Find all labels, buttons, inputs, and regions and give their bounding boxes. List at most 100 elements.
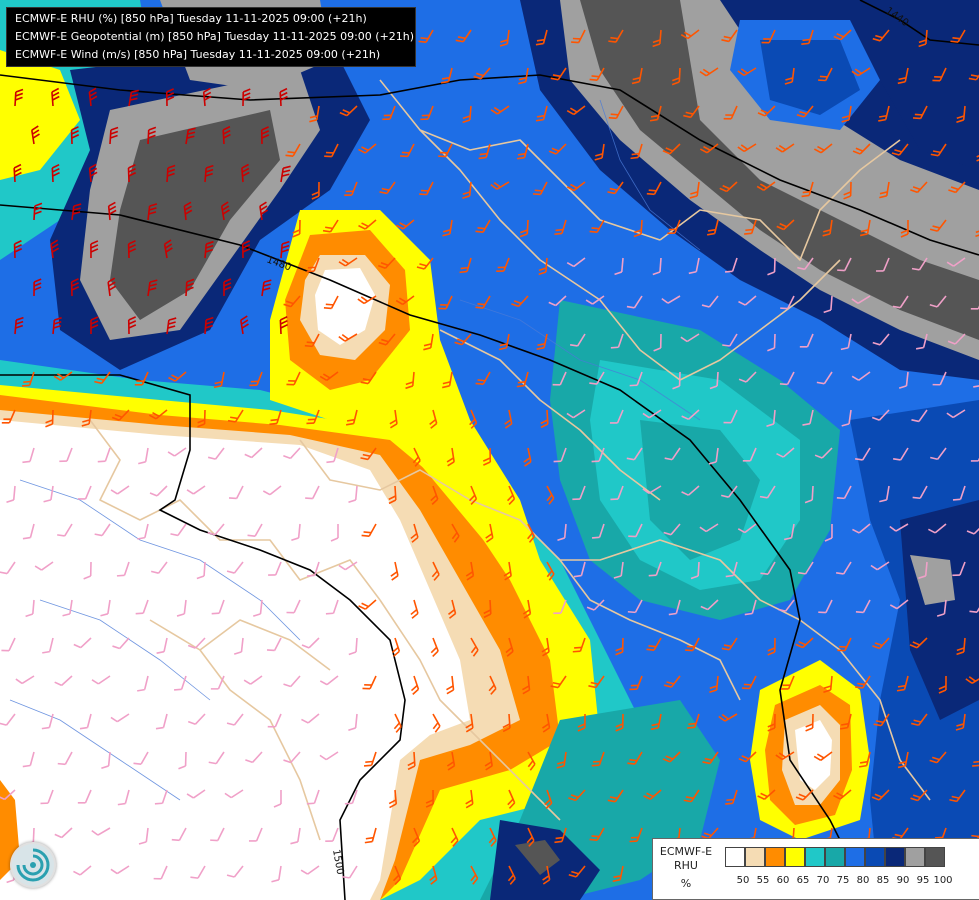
wind-barb [269,409,282,426]
wind-barb [147,279,158,297]
wind-barb [97,447,111,463]
wind-barb [663,675,681,688]
wind-barb [783,523,795,541]
wind-barb [485,523,494,543]
rhu-field-white-tongue [315,268,375,345]
wind-barb [138,447,149,465]
wind-barb [307,561,320,577]
wind-barb [889,523,909,532]
wind-barb [709,675,719,694]
wind-barb [859,751,871,768]
wind-barb [319,675,339,686]
wind-barb [757,789,776,800]
wind-barb [540,409,549,429]
wind-barb [566,105,586,116]
wind-barb [364,827,377,844]
wind-barb [893,447,909,461]
wind-barb [228,485,244,500]
wind-barb [51,163,60,183]
wind-barb [626,447,643,461]
wind-barb [210,675,225,690]
wind-barb [240,315,249,335]
wind-barb [127,316,137,335]
wind-barb [688,257,700,275]
wind-barb [455,29,472,43]
wind-barb [57,523,73,537]
wind-barb [548,295,567,307]
wind-barb [855,599,871,614]
wind-barb [13,240,23,259]
wind-barb [709,371,719,390]
wind-barb [546,561,555,581]
wind-barb [571,29,586,44]
wind-barb [615,637,624,656]
wind-barb [496,257,510,273]
wind-barb [176,599,187,617]
wind-barb [613,561,624,579]
wind-barb [420,105,434,121]
wind-barb [137,675,149,692]
wind-barb [503,561,512,581]
wind-barb [107,277,117,297]
wind-barb [110,713,130,723]
wind-barb [43,485,54,503]
wind-barb [241,240,251,259]
wind-barb [1,409,16,424]
wind-barb [572,485,586,501]
wind-barb [311,181,320,200]
wind-barb [116,561,130,577]
wind-barb [700,599,719,611]
wind-barb [465,713,474,733]
wind-barb [185,278,195,297]
wind-barb [718,713,738,722]
wind-barb [410,675,420,695]
legend-tick: 60 [776,875,790,886]
wind-barb [291,523,301,541]
wind-barb [912,485,928,500]
wind-barb [348,713,358,731]
wind-barb [855,675,871,689]
wind-barb [626,295,643,309]
wind-barb [301,713,320,724]
rhu-field-darkgray-ne [580,0,979,340]
wind-barb [361,523,377,538]
wind-barb [742,675,757,690]
wind-barb [170,523,187,537]
wind-barb [841,409,852,427]
wind-barb [147,126,157,145]
wind-barb [823,295,833,314]
wind-barb [969,599,979,613]
wind-barb [325,827,339,843]
wind-barb [378,257,396,269]
legend-swatch [925,847,945,867]
wind-barb [425,789,434,808]
wind-barb [633,219,643,238]
wind-barb [760,561,776,575]
wind-barb [588,675,605,689]
wind-barb [975,229,979,238]
rhu-field-darkgray-south [515,840,560,875]
wind-barb [53,371,73,381]
wind-barb [54,827,73,839]
wind-barb [163,239,173,259]
wind-barb [805,713,814,732]
wind-barb [429,865,438,885]
wind-barb [54,675,73,687]
wind-barb [818,67,833,82]
wind-barb [407,751,416,771]
wind-barb [628,523,643,538]
wind-barb [516,371,529,388]
wind-barb [454,333,472,346]
wind-barb [418,29,434,43]
wind-barb [462,105,472,124]
wind-barb [34,561,54,571]
wind-barb [965,675,979,684]
isoline-label-1500: 1500 [330,849,345,876]
wind-barb [306,257,320,273]
legend-swatch [805,847,825,867]
wind-barb [911,409,928,423]
wind-barb [553,447,567,463]
wind-barb [15,675,35,685]
wind-barb [306,789,320,805]
rhu-field-navy-ne-core [760,40,860,115]
